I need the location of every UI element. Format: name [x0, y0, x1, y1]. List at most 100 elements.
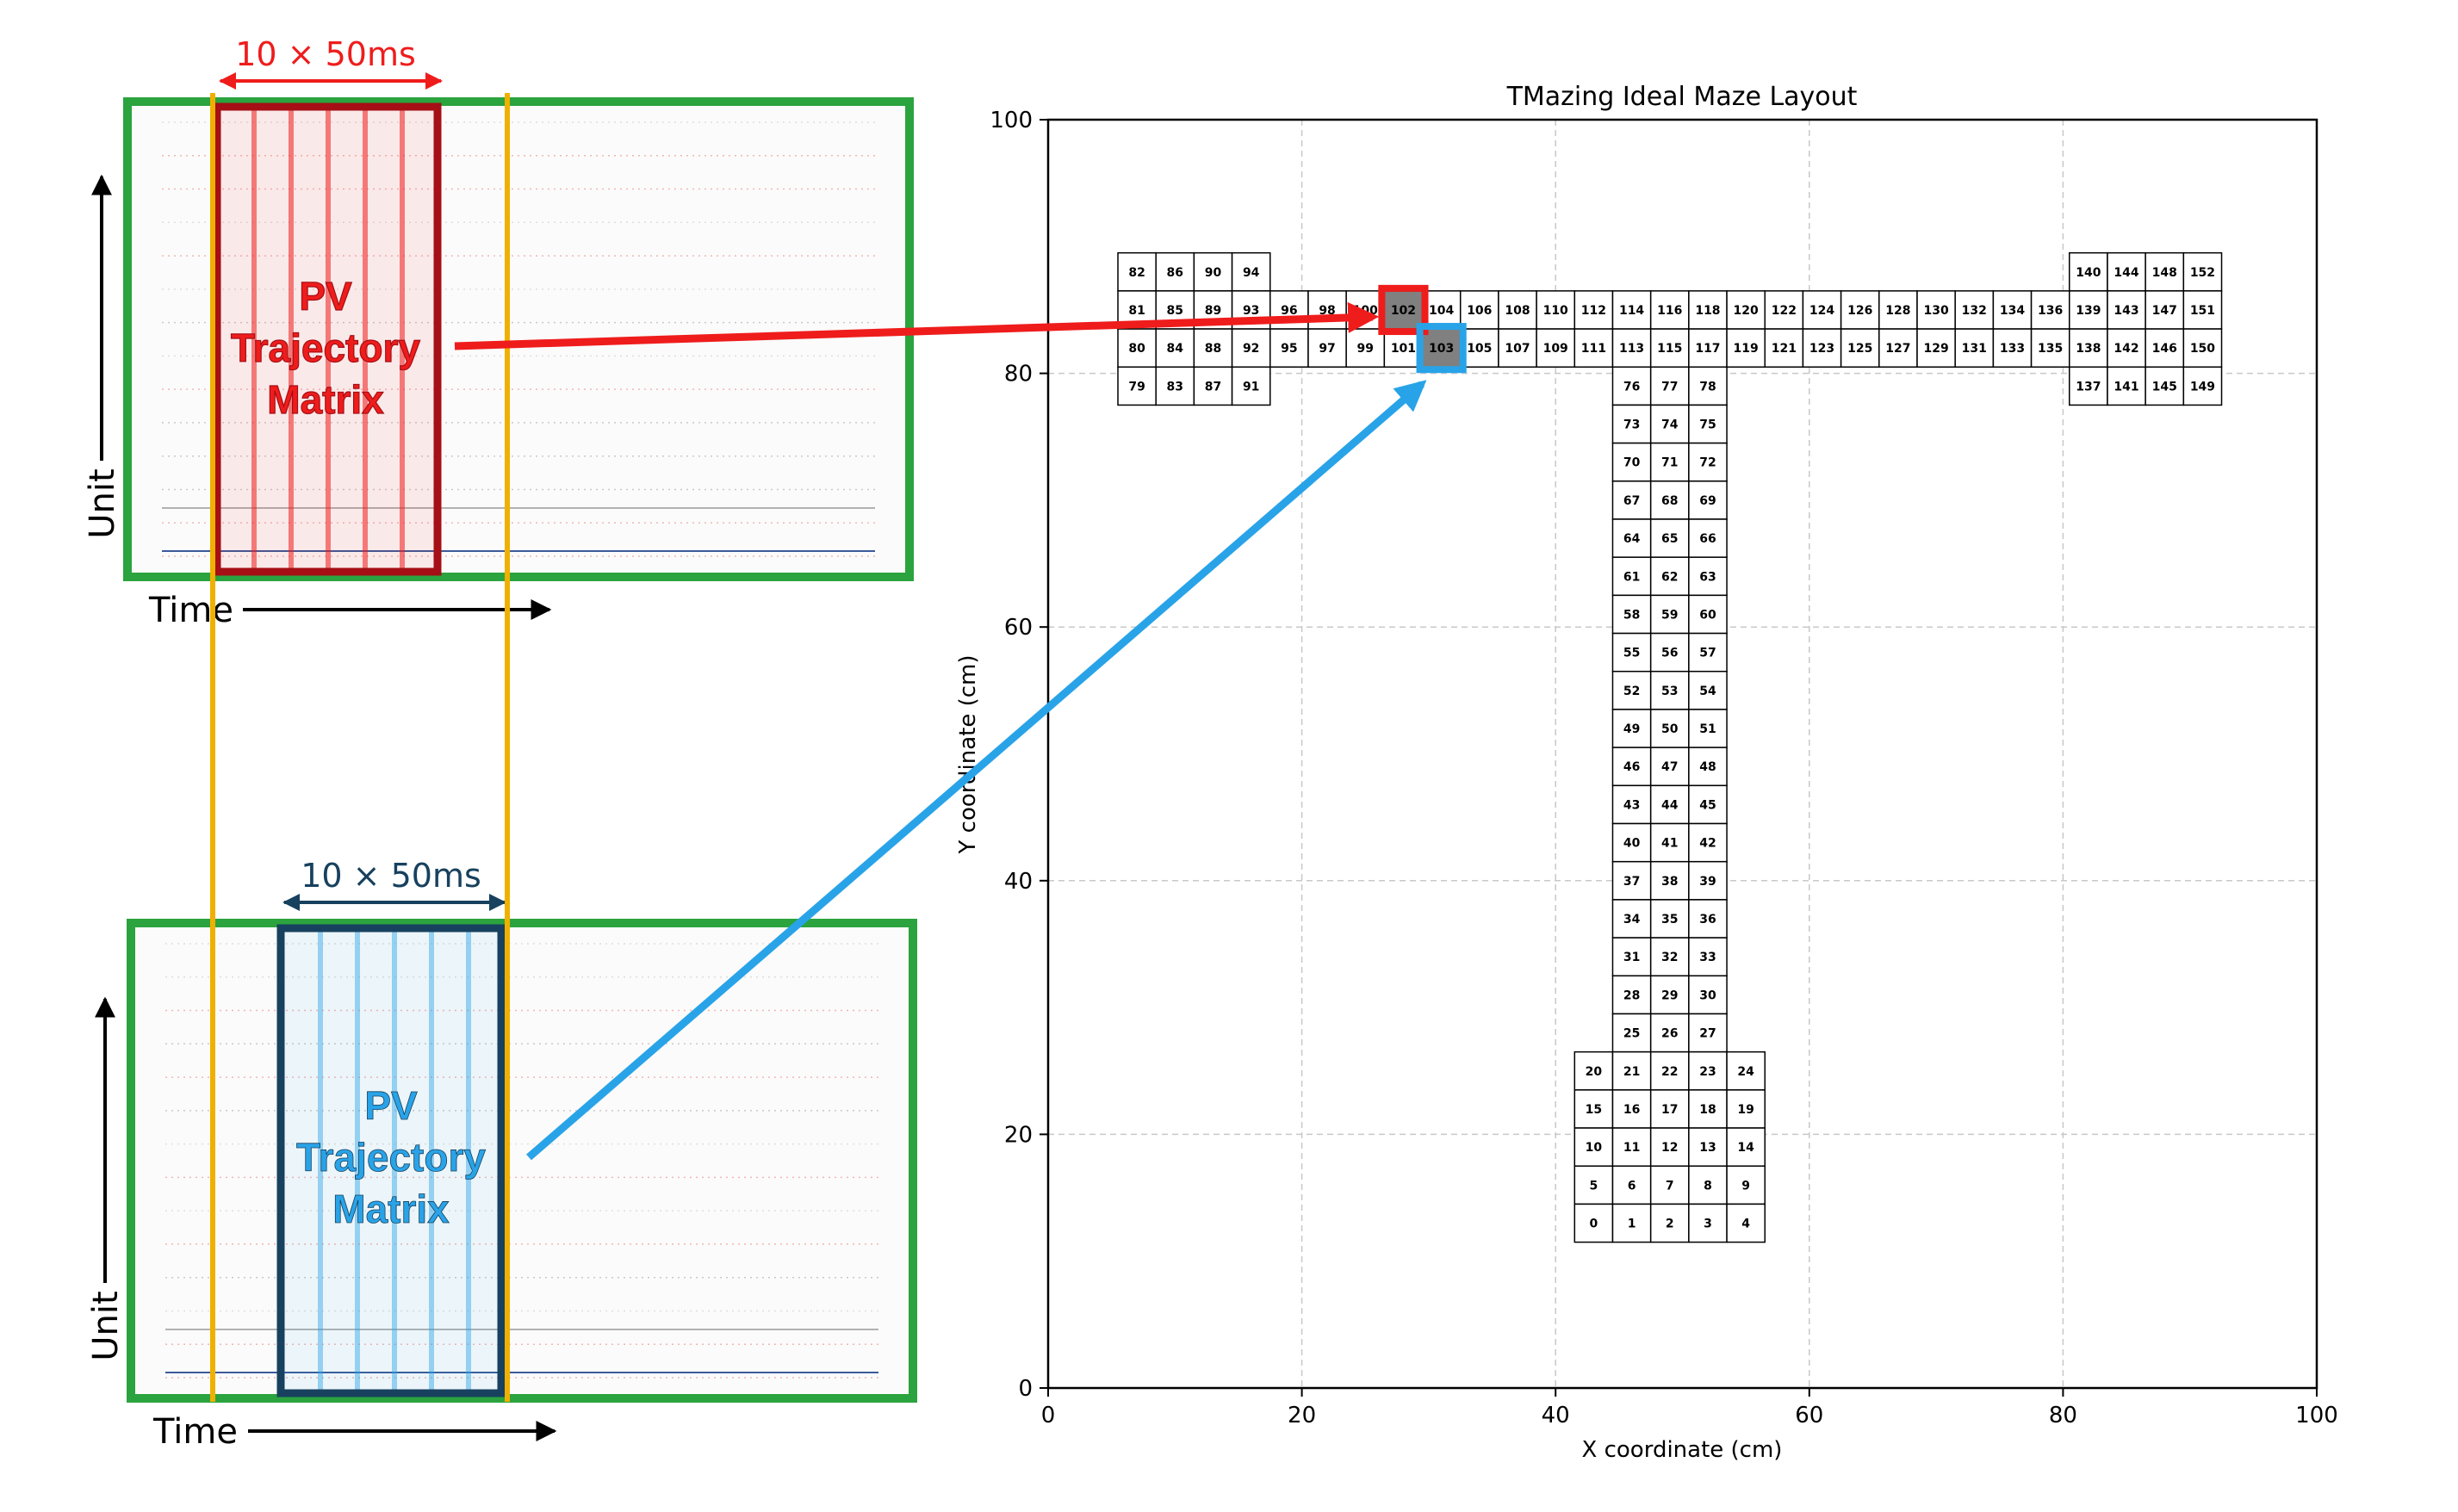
maze-cell	[1802, 290, 1842, 330]
maze-cell-label: 57	[1699, 647, 1716, 660]
maze-cell-label: 11	[1623, 1141, 1640, 1155]
maze-cell	[1611, 404, 1652, 444]
maze-cell	[1649, 1127, 1690, 1167]
maze-cell-label: 99	[1357, 342, 1374, 356]
bottom-matrix-line-2: Trajectory	[296, 1135, 486, 1180]
maze-cell	[1726, 328, 1766, 368]
maze-cell-label: 26	[1661, 1027, 1678, 1041]
maze-cell	[1611, 290, 1652, 330]
maze-cell	[1649, 784, 1690, 825]
maze-cell-label: 105	[1467, 342, 1492, 356]
maze-cell-label: 139	[2076, 304, 2101, 318]
maze-cell-label: 62	[1661, 570, 1678, 584]
maze-cell-label: 79	[1128, 380, 1145, 393]
maze-cell-label: 36	[1699, 913, 1716, 926]
top-matrix-line-3: Matrix	[267, 377, 384, 422]
maze-cell-label: 145	[2152, 380, 2177, 393]
maze-cell	[1269, 328, 1309, 368]
maze-cell-label: 25	[1623, 1027, 1640, 1041]
maze-cell-label: 124	[1809, 304, 1834, 318]
maze-cell-label: 93	[1243, 304, 1259, 318]
maze-cell-label: 63	[1699, 570, 1716, 584]
maze-cell-label: 44	[1661, 798, 1679, 812]
maze-cell	[1611, 1089, 1652, 1129]
maze-cell-label: 69	[1699, 494, 1716, 508]
maze-cell-label: 122	[1772, 304, 1797, 318]
maze-cell-label: 41	[1661, 837, 1678, 851]
maze-cell-label: 146	[2152, 342, 2177, 356]
maze-cell-label: 104	[1429, 304, 1454, 318]
maze-cell-label: 102	[1391, 304, 1416, 318]
maze-cell	[1649, 404, 1690, 444]
maze-cell-label: 22	[1661, 1065, 1678, 1079]
maze-cell-label: 24	[1737, 1065, 1754, 1079]
maze-cell	[1611, 709, 1652, 748]
maze-cell-label: 84	[1167, 342, 1184, 356]
maze-cell	[1573, 290, 1614, 330]
maze-cell-label: 142	[2114, 342, 2138, 356]
top-window-stripes	[251, 108, 405, 570]
maze-cell-label: 30	[1699, 988, 1716, 1002]
maze-cell	[1573, 1089, 1614, 1129]
maze-cell	[2145, 251, 2185, 292]
maze-cell-label: 96	[1281, 304, 1297, 318]
maze-cell	[1688, 1203, 1728, 1243]
y-tick-label: 0	[1018, 1376, 1033, 1402]
maze-cell	[1573, 328, 1614, 368]
blue-trajectory-arrow	[526, 380, 1427, 1161]
maze-cell	[1117, 366, 1157, 406]
maze-cell-label: 27	[1699, 1027, 1716, 1041]
maze-cell	[1688, 1013, 1728, 1053]
maze-cell	[1916, 290, 1956, 330]
maze-cell-label: 87	[1205, 380, 1221, 393]
maze-cell-label: 53	[1661, 685, 1678, 698]
maze-cell-label: 65	[1661, 532, 1678, 546]
maze-cell-label: 52	[1623, 685, 1640, 698]
maze-cell-label: 43	[1623, 798, 1640, 812]
maze-cell-label: 13	[1699, 1141, 1716, 1155]
maze-cell	[1688, 594, 1728, 635]
maze-cell-label: 98	[1319, 304, 1335, 318]
maze-cell	[1611, 747, 1652, 787]
maze-cell-label: 148	[2152, 266, 2177, 280]
maze-cell-label: 72	[1699, 456, 1716, 470]
maze-cell-label: 128	[1885, 304, 1910, 318]
maze-cell-label: 115	[1657, 342, 1682, 356]
maze-cell-label: 60	[1699, 608, 1716, 622]
maze-cell-label: 21	[1623, 1065, 1640, 1079]
maze-cell-label: 7	[1666, 1179, 1674, 1193]
maze-cell-label: 23	[1699, 1065, 1716, 1079]
maze-cell-label: 126	[1847, 304, 1872, 318]
maze-cell	[2182, 251, 2223, 292]
maze-cell	[1726, 1050, 1766, 1091]
maze-cell-label: 55	[1623, 647, 1640, 660]
maze-cell-label: 133	[2000, 342, 2025, 356]
maze-cell-label: 112	[1581, 304, 1606, 318]
maze-cell	[1688, 709, 1728, 748]
maze-cell-label: 38	[1661, 875, 1678, 889]
maze-cell	[1916, 328, 1956, 368]
bottom-time-axis-label: Time	[152, 1412, 238, 1452]
maze-cell	[1611, 1203, 1652, 1243]
bottom-matrix-line-3: Matrix	[332, 1187, 450, 1231]
maze-cell-label: 89	[1205, 304, 1221, 318]
maze-cell-label: 111	[1581, 342, 1606, 356]
maze-cell	[2069, 251, 2108, 292]
maze-cell	[1611, 518, 1652, 558]
bottom-window-highlight	[281, 928, 501, 1393]
maze-cell-label: 92	[1243, 342, 1259, 356]
maze-cell-label: 127	[1885, 342, 1910, 356]
maze-cell-label: 37	[1623, 875, 1640, 889]
maze-cell-label: 48	[1699, 760, 1716, 774]
maze-cell-label: 141	[2114, 380, 2138, 393]
maze-cell-label: 74	[1661, 418, 1679, 432]
maze-cell	[1573, 1050, 1614, 1091]
y-tick-label: 80	[1004, 362, 1033, 387]
maze-cell	[1345, 328, 1386, 368]
maze-cell-label: 32	[1661, 951, 1678, 964]
maze-cell	[1688, 556, 1728, 597]
maze-cell-label: 97	[1319, 342, 1335, 356]
maze-cell-label: 1	[1628, 1218, 1636, 1231]
